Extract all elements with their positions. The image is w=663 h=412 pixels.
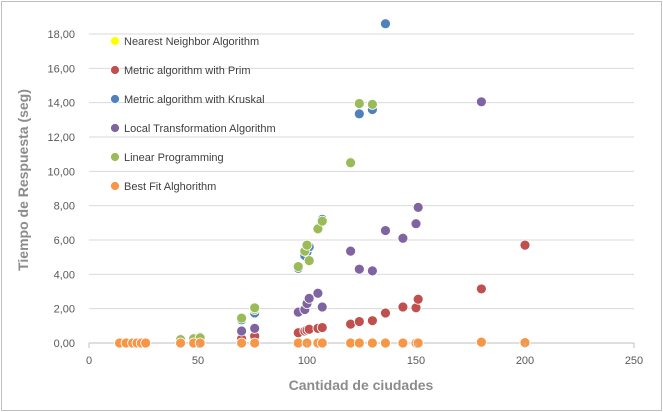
- y-tick-label: 8,00: [54, 201, 75, 213]
- data-point: [353, 316, 365, 327]
- data-point: [345, 245, 357, 257]
- x-tick-label: 100: [298, 355, 316, 367]
- data-point: [353, 337, 365, 349]
- y-tick-label: 0,00: [54, 338, 75, 350]
- legend-marker: [110, 65, 120, 75]
- data-point: [353, 108, 365, 120]
- x-tick-label: 50: [192, 355, 204, 367]
- series-points: [114, 336, 531, 349]
- data-point: [236, 325, 248, 337]
- data-point: [475, 283, 487, 295]
- data-point: [249, 337, 261, 349]
- x-tick-labels: 0 50 100 150 200 250: [86, 343, 643, 367]
- legend-label: Metric algorithm with Prim: [124, 65, 251, 77]
- data-point: [380, 307, 391, 319]
- data-point: [519, 239, 531, 251]
- legend-marker: [110, 94, 120, 104]
- data-point: [412, 337, 424, 349]
- y-tick-label: 16,00: [47, 63, 75, 75]
- data-point: [366, 265, 378, 277]
- y-tick-label: 12,00: [47, 132, 75, 144]
- data-point: [353, 98, 365, 109]
- legend-label: Best Fit Alghorithm: [124, 181, 216, 193]
- data-point: [194, 337, 206, 349]
- y-tick-label: 4,00: [54, 269, 75, 281]
- y-tick-label: 18,00: [47, 29, 75, 41]
- data-point: [140, 337, 152, 349]
- data-point: [353, 263, 365, 275]
- legend-label: Local Transformation Algorithm: [124, 123, 276, 135]
- data-point: [249, 323, 261, 334]
- data-point: [236, 337, 248, 349]
- data-point: [236, 312, 248, 324]
- x-tick-label: 0: [86, 355, 92, 367]
- y-axis-title: Tiempo de Respuesta (seg): [15, 89, 31, 271]
- data-point: [303, 255, 315, 267]
- y-tick-label: 10,00: [47, 166, 75, 178]
- data-point: [380, 18, 391, 30]
- series-points: [236, 96, 487, 337]
- data-point: [410, 218, 422, 230]
- legend-marker: [110, 123, 120, 133]
- data-point: [316, 337, 328, 349]
- y-tick-label: 14,00: [47, 98, 75, 110]
- data-point: [412, 293, 424, 305]
- data-point: [475, 96, 487, 108]
- legend: Nearest Neighbor Algorithm Metric algorit…: [110, 36, 276, 193]
- data-point: [366, 98, 378, 110]
- legend-marker: [110, 181, 120, 191]
- series-points: [175, 98, 378, 345]
- data-point: [303, 292, 315, 304]
- legend-label: Metric algorithm with Kruskal: [124, 94, 265, 106]
- x-tick-label: 200: [516, 355, 534, 367]
- y-tick-label: 6,00: [54, 235, 75, 247]
- data-point: [397, 232, 409, 244]
- data-point: [292, 261, 304, 273]
- data-point: [380, 225, 391, 236]
- data-point: [249, 302, 261, 314]
- x-tick-label: 250: [625, 355, 643, 367]
- data-point: [316, 301, 328, 313]
- data-point: [316, 322, 328, 333]
- data-point: [380, 337, 391, 349]
- data-point: [366, 337, 378, 349]
- legend-marker: [110, 152, 120, 162]
- x-tick-label: 150: [407, 355, 425, 367]
- data-point: [345, 157, 357, 169]
- legend-marker: [110, 36, 120, 46]
- data-point: [301, 239, 313, 251]
- data-point: [366, 315, 378, 327]
- data-point: [312, 287, 324, 299]
- data-point: [397, 301, 409, 313]
- data-point: [316, 215, 328, 227]
- y-tick-label: 2,00: [54, 304, 75, 316]
- legend-label: Linear Programming: [124, 152, 224, 164]
- data-point: [397, 337, 409, 349]
- data-point: [175, 337, 186, 349]
- x-axis-title: Cantidad de ciudades: [289, 377, 434, 393]
- legend-label: Nearest Neighbor Algorithm: [124, 36, 259, 48]
- data-point: [475, 336, 487, 348]
- data-point: [412, 201, 424, 213]
- y-tick-labels: 0,00 2,00 4,00 6,00 8,00 10,00 12,00 14,00 16,00…: [47, 29, 75, 350]
